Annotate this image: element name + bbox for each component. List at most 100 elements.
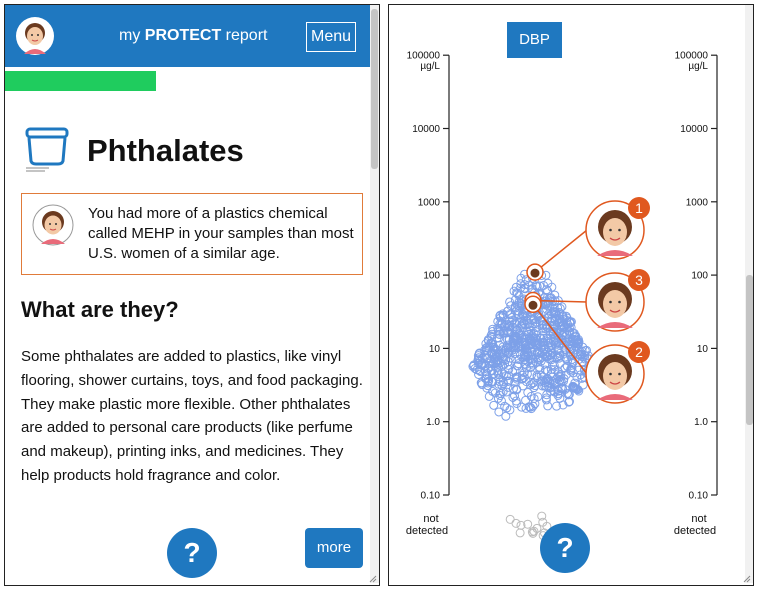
data-point bbox=[494, 327, 504, 337]
data-point bbox=[533, 335, 543, 345]
data-point bbox=[520, 341, 530, 351]
y-tick-label: 1000 bbox=[418, 197, 441, 208]
data-point bbox=[474, 369, 484, 379]
data-point bbox=[508, 384, 518, 394]
data-point bbox=[477, 380, 487, 390]
page-title: Phthalates bbox=[87, 133, 244, 168]
data-point bbox=[546, 355, 556, 365]
data-point bbox=[528, 319, 538, 329]
data-point bbox=[522, 311, 532, 321]
data-point bbox=[493, 326, 503, 336]
data-point bbox=[522, 327, 532, 337]
marker-number-label: 2 bbox=[635, 344, 643, 360]
not-detected-point bbox=[528, 528, 538, 538]
y-tick-label: 10 bbox=[429, 344, 441, 355]
face-skin bbox=[603, 218, 627, 246]
data-point bbox=[553, 303, 563, 313]
data-point bbox=[490, 354, 500, 364]
data-point bbox=[501, 411, 511, 421]
chart-panel: DBP 100000 10000 1000 100 10 1.0 0.10 µg/L not de… bbox=[388, 4, 754, 586]
y-tick-label: 10000 bbox=[412, 124, 440, 135]
more-button[interactable]: more bbox=[305, 528, 363, 568]
data-point bbox=[474, 359, 484, 369]
data-point bbox=[517, 333, 527, 343]
data-point bbox=[549, 387, 559, 397]
data-point bbox=[550, 313, 560, 323]
resize-grip-icon[interactable] bbox=[743, 575, 751, 583]
progress-bar bbox=[5, 71, 156, 91]
participant-marker-face bbox=[530, 268, 540, 278]
data-point bbox=[514, 297, 524, 307]
data-point bbox=[505, 353, 515, 363]
marker-leader-line bbox=[532, 299, 588, 303]
data-point bbox=[519, 311, 529, 321]
section-heading: What are they? bbox=[21, 297, 179, 322]
scrollbar-thumb[interactable] bbox=[371, 9, 378, 169]
chemical-button[interactable]: DBP bbox=[507, 22, 562, 58]
data-point bbox=[490, 388, 500, 398]
data-point bbox=[526, 404, 536, 414]
y-tick-label: 10 bbox=[697, 344, 709, 355]
data-point bbox=[536, 370, 546, 380]
face-eye bbox=[609, 228, 612, 232]
unit-label: µg/L bbox=[688, 61, 708, 72]
data-point bbox=[501, 343, 511, 353]
menu-button[interactable]: Menu bbox=[306, 22, 356, 52]
data-point bbox=[516, 273, 526, 283]
data-point bbox=[541, 395, 551, 405]
data-point bbox=[556, 383, 566, 393]
resize-grip-icon[interactable] bbox=[369, 575, 377, 583]
face-shirt bbox=[597, 394, 633, 400]
data-point bbox=[564, 389, 574, 399]
data-point bbox=[503, 320, 513, 330]
data-point bbox=[532, 341, 542, 351]
y-tick-label: 100000 bbox=[675, 51, 709, 62]
face-skin bbox=[603, 362, 627, 390]
data-point bbox=[560, 363, 570, 373]
help-button[interactable]: ? bbox=[167, 528, 217, 578]
data-point bbox=[494, 407, 504, 417]
face-mouth bbox=[609, 381, 621, 385]
y-tick-label: 0.10 bbox=[421, 491, 441, 502]
not-detected-label: detected bbox=[406, 525, 448, 537]
data-point bbox=[524, 333, 534, 343]
data-point bbox=[514, 291, 524, 301]
scrollbar-thumb[interactable] bbox=[746, 275, 753, 425]
data-point bbox=[497, 380, 507, 390]
unit-label: µg/L bbox=[420, 61, 440, 72]
data-point bbox=[556, 370, 566, 380]
face-skin bbox=[603, 290, 627, 318]
data-point bbox=[532, 281, 542, 291]
data-point bbox=[520, 283, 530, 293]
data-point bbox=[546, 294, 556, 304]
app-title: my PROTECT report bbox=[119, 27, 268, 44]
not-detected-point bbox=[515, 528, 525, 538]
data-point bbox=[562, 388, 572, 398]
data-point bbox=[558, 400, 568, 410]
data-point bbox=[499, 379, 509, 389]
data-point bbox=[526, 358, 536, 368]
data-point bbox=[505, 297, 515, 307]
help-button[interactable]: ? bbox=[540, 523, 590, 573]
data-point bbox=[493, 316, 503, 326]
data-point bbox=[527, 379, 537, 389]
data-point bbox=[488, 342, 498, 352]
data-point bbox=[488, 377, 498, 387]
scrollbar[interactable] bbox=[745, 5, 753, 583]
data-point bbox=[504, 376, 514, 386]
not-detected-point bbox=[523, 519, 533, 529]
data-point bbox=[509, 335, 519, 345]
data-point bbox=[529, 378, 539, 388]
data-point bbox=[551, 330, 561, 340]
participant-marker-face bbox=[528, 300, 538, 310]
not-detected-point bbox=[537, 511, 547, 521]
data-point bbox=[493, 359, 503, 369]
scrollbar[interactable] bbox=[370, 5, 379, 583]
not-detected-label: not bbox=[423, 513, 438, 525]
data-point bbox=[510, 377, 520, 387]
data-point bbox=[571, 331, 581, 341]
data-point bbox=[510, 391, 520, 401]
data-point bbox=[559, 314, 569, 324]
data-point bbox=[535, 365, 545, 375]
data-point bbox=[549, 386, 559, 396]
